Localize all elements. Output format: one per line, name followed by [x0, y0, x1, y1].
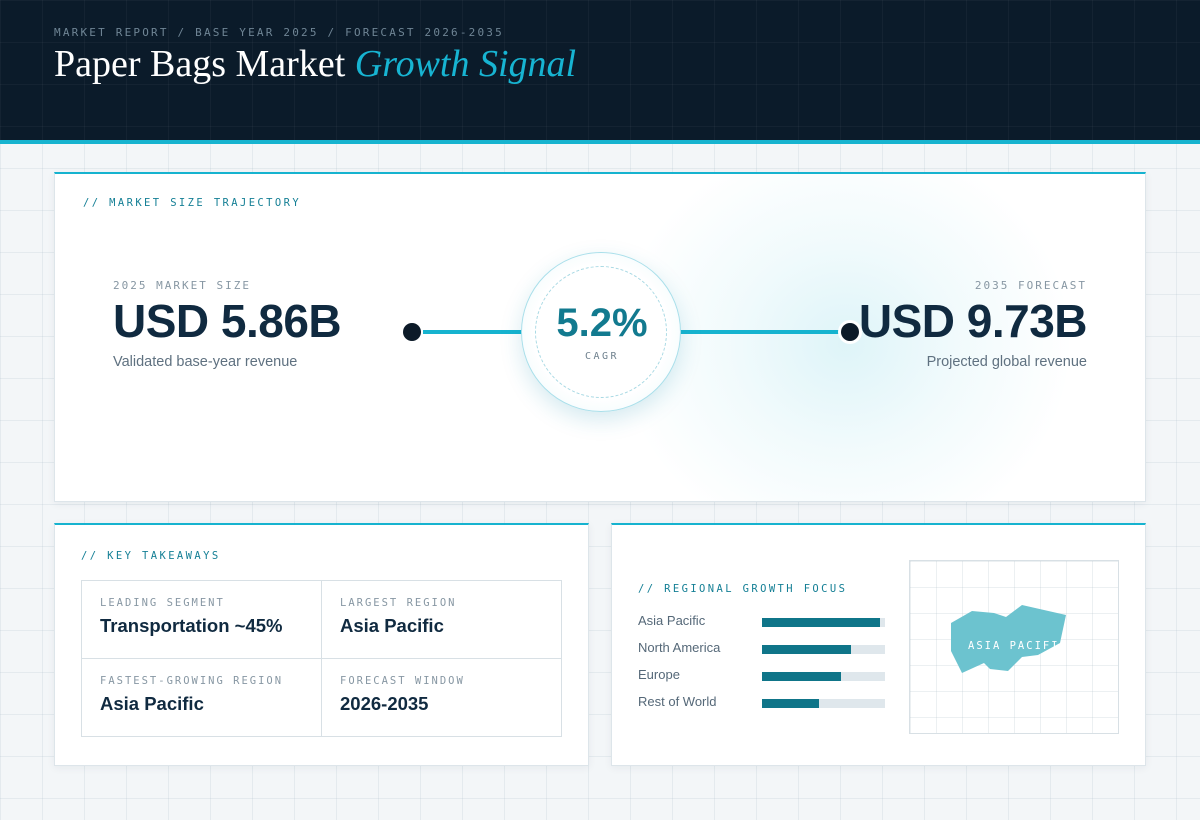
breadcrumb: MARKET REPORT / BASE YEAR 2025 / FORECAS… [54, 26, 504, 39]
report-header: MARKET REPORT / BASE YEAR 2025 / FORECAS… [0, 0, 1200, 144]
trajectory-line-left [423, 330, 523, 334]
region-row-north-america: North America [638, 640, 898, 656]
region-name: North America [638, 640, 721, 655]
region-bar-track [762, 672, 885, 681]
takeaways-panel-label: // KEY TAKEAWAYS [81, 550, 221, 562]
takeaway-caption: FORECAST WINDOW [340, 675, 465, 687]
takeaway-value: Transportation ~45% [100, 615, 283, 636]
region-name: Asia Pacific [638, 613, 706, 628]
takeaway-value: Asia Pacific [100, 693, 204, 714]
region-bar-fill [762, 645, 851, 654]
start-caption: 2025 MARKET SIZE [113, 279, 251, 292]
region-bar-fill [762, 699, 819, 708]
takeaway-value: 2026-2035 [340, 693, 429, 714]
trajectory-line-right [679, 330, 844, 334]
takeaway-fastest-growing-region: FASTEST-GROWING REGION Asia Pacific [82, 659, 322, 737]
page-title: Paper Bags Market Growth Signal [54, 42, 576, 86]
title-accent: Growth Signal [354, 43, 577, 85]
region-bar-track [762, 699, 885, 708]
end-description: Projected global revenue [926, 354, 1087, 370]
takeaway-caption: LARGEST REGION [340, 597, 457, 609]
map-region-label: ASIA PACIFIC [968, 640, 1068, 652]
region-bar-track [762, 618, 885, 627]
start-value: USD 5.86B [113, 295, 342, 347]
end-point [841, 323, 859, 341]
region-name: Europe [638, 667, 680, 682]
takeaway-caption: LEADING SEGMENT [100, 597, 225, 609]
cagr-label: CAGR [584, 351, 620, 362]
region-bar-fill [762, 618, 881, 627]
end-value: USD 9.73B [858, 295, 1088, 347]
start-description: Validated base-year revenue [113, 354, 298, 370]
start-point [403, 323, 421, 341]
region-row-asia-pacific: Asia Pacific [638, 613, 898, 629]
takeaways-grid: LEADING SEGMENT Transportation ~45% LARG… [81, 580, 562, 737]
asia-pacific-map-shape [951, 605, 1066, 673]
takeaway-forecast-window: FORECAST WINDOW 2026-2035 [322, 659, 562, 737]
cagr-badge: 5.2% CAGR [521, 252, 681, 412]
region-bar-fill [762, 672, 841, 681]
region-bar-track [762, 645, 885, 654]
key-takeaways-panel: // KEY TAKEAWAYS LEADING SEGMENT Transpo… [54, 523, 589, 766]
region-name: Rest of World [638, 694, 717, 709]
regional-growth-focus-panel: // REGIONAL GROWTH FOCUS Asia Pacific No… [611, 523, 1146, 766]
title-main: Paper Bags Market [54, 43, 346, 85]
market-size-trajectory-panel: // MARKET SIZE TRAJECTORY 2025 MARKET SI… [54, 172, 1146, 502]
end-caption: 2035 FORECAST [974, 279, 1087, 292]
regional-panel-label: // REGIONAL GROWTH FOCUS [638, 583, 848, 595]
takeaway-leading-segment: LEADING SEGMENT Transportation ~45% [82, 581, 322, 659]
takeaway-caption: FASTEST-GROWING REGION [100, 675, 284, 687]
trajectory-panel-label: // MARKET SIZE TRAJECTORY [83, 197, 302, 209]
cagr-badge-inner: 5.2% CAGR [535, 266, 667, 398]
cagr-value: 5.2% [556, 301, 648, 345]
region-map: ASIA PACIFIC [909, 560, 1119, 734]
takeaway-value: Asia Pacific [340, 615, 444, 636]
takeaway-largest-region: LARGEST REGION Asia Pacific [322, 581, 562, 659]
region-row-rest-of-world: Rest of World [638, 694, 898, 710]
region-row-europe: Europe [638, 667, 898, 683]
